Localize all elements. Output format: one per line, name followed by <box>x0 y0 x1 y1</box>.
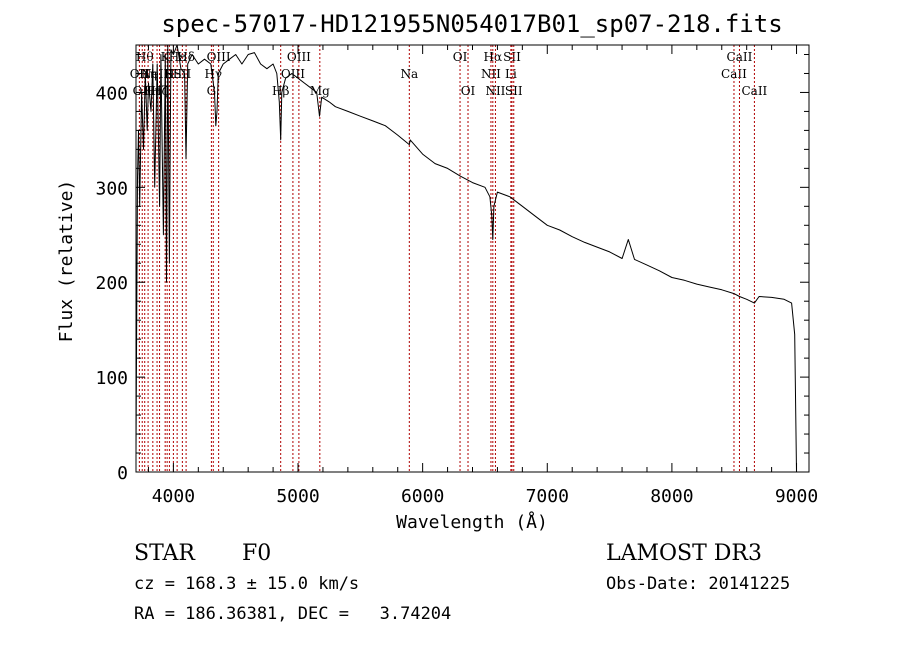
y-tick-label: 200 <box>95 273 128 294</box>
line-marker-label: SII <box>174 67 192 81</box>
line-marker-label: CaII <box>721 67 747 81</box>
plot-frame <box>135 44 810 473</box>
x-axis-label: Wavelength (Å) <box>396 511 548 533</box>
y-tick-label: 100 <box>95 368 128 389</box>
y-axis-label: Flux (relative) <box>56 180 77 343</box>
line-marker-label: OIII <box>287 50 311 64</box>
x-tick-label: 4000 <box>152 486 195 507</box>
line-marker-label: CaII <box>741 84 767 98</box>
line-marker-label: OIII <box>207 50 231 64</box>
survey-name: LAMOST DR3 <box>606 541 762 566</box>
x-tick-label: 6000 <box>401 486 444 507</box>
line-marker-label: Hθ <box>136 50 154 64</box>
coordinates-readout: RA = 186.36381, DEC = 3.74204 <box>134 604 451 624</box>
line-marker-label: SII <box>505 84 523 98</box>
redshift-readout: cz = 168.3 ± 15.0 km/s <box>134 574 359 594</box>
line-marker-label: NII <box>481 67 501 81</box>
object-class: STAR <box>134 541 196 566</box>
line-marker-label: CaII <box>727 50 753 64</box>
line-marker-label: Hδ <box>177 50 195 64</box>
spectrum-series <box>135 44 797 473</box>
spectral-subclass: F0 <box>242 541 271 566</box>
line-marker-label: SII <box>503 50 521 64</box>
line-marker-label: G <box>207 84 217 98</box>
y-tick-label: 0 <box>117 463 128 484</box>
y-axis: 0 100 200 300 400 <box>95 53 809 484</box>
line-marker-label: Hβ <box>272 84 289 98</box>
x-tick-label: 5000 <box>276 486 319 507</box>
y-tick-label: 400 <box>95 83 128 104</box>
line-marker-label: Li <box>505 67 517 81</box>
line-marker-label: Hγ <box>204 67 222 81</box>
line-marker-label: OI <box>453 50 468 64</box>
chart-title: spec-57017-HD121955N054017B01_sp07-218.f… <box>161 10 782 38</box>
line-marker-label: Mg <box>310 84 330 98</box>
spectrum-line <box>135 44 797 473</box>
x-tick-label: 8000 <box>650 486 693 507</box>
line-marker-label: OII <box>133 84 153 98</box>
x-tick-label: 9000 <box>775 486 818 507</box>
y-tick-label: 300 <box>95 178 128 199</box>
x-axis: 4000 5000 6000 7000 8000 9000 <box>147 45 818 507</box>
line-marker-label: Na <box>400 67 418 81</box>
line-marker-label: H <box>164 67 174 81</box>
line-marker-label: Hα <box>484 50 503 64</box>
line-marker-label: SII <box>165 67 183 81</box>
line-markers: OIIOIIHθHηHηNeIIIHζKIHSIIHεSIIHδGHγOIIIH… <box>130 45 768 472</box>
line-marker-label: NII <box>485 84 505 98</box>
x-tick-label: 7000 <box>526 486 569 507</box>
observation-date: Obs-Date: 20141225 <box>606 574 790 594</box>
line-marker-label: OI <box>461 84 476 98</box>
line-marker-label: Hζ <box>151 84 168 98</box>
